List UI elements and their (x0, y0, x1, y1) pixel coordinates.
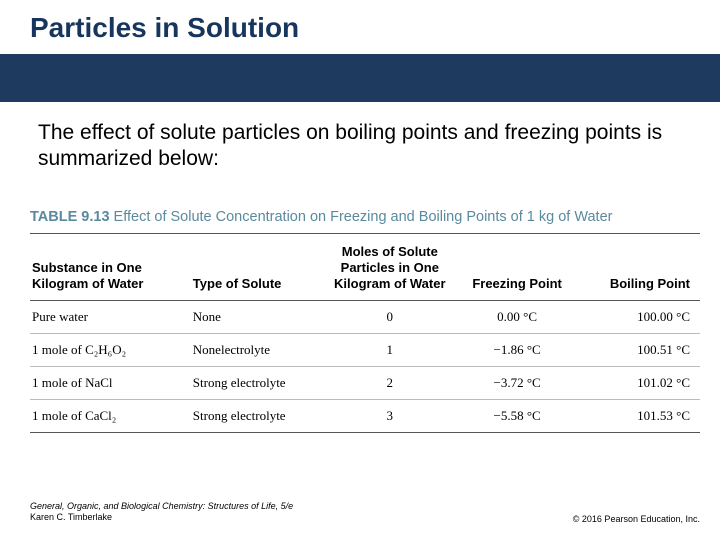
slide-footer: General, Organic, and Biological Chemist… (30, 501, 700, 524)
cell-boiling: 100.00 °C (579, 301, 700, 334)
cell-freezing: 0.00 °C (459, 301, 580, 334)
footer-book: General, Organic, and Biological Chemist… (30, 501, 293, 511)
cell-boiling: 101.02 °C (579, 367, 700, 400)
col-header-moles: Moles of Solute Particles in One Kilogra… (325, 234, 459, 301)
table-row: 1 mole of C₂H₆O₂ Nonelectrolyte 1 −1.86 … (30, 334, 700, 367)
title-bar (0, 54, 720, 102)
table-row: 1 mole of CaCl₂ Strong electrolyte 3 −5.… (30, 400, 700, 433)
intro-text: The effect of solute particles on boilin… (0, 102, 720, 173)
col-header-boiling: Boiling Point (579, 234, 700, 301)
table-header-row: Substance in One Kilogram of Water Type … (30, 234, 700, 301)
cell-moles: 2 (325, 367, 459, 400)
cell-substance: Pure water (30, 301, 191, 334)
table-row: Pure water None 0 0.00 °C 100.00 °C (30, 301, 700, 334)
cell-substance: 1 mole of CaCl₂ (30, 400, 191, 433)
footer-author: Karen C. Timberlake (30, 512, 112, 522)
table-region: TABLE 9.13 Effect of Solute Concentratio… (0, 173, 720, 434)
cell-freezing: −1.86 °C (459, 334, 580, 367)
col-header-substance: Substance in One Kilogram of Water (30, 234, 191, 301)
table-row: 1 mole of NaCl Strong electrolyte 2 −3.7… (30, 367, 700, 400)
table-caption-label: TABLE 9.13 (30, 209, 110, 225)
cell-boiling: 100.51 °C (579, 334, 700, 367)
footer-copyright: © 2016 Pearson Education, Inc. (573, 514, 700, 524)
cell-boiling: 101.53 °C (579, 400, 700, 433)
slide-title: Particles in Solution (0, 0, 720, 54)
cell-freezing: −3.72 °C (459, 367, 580, 400)
cell-substance: 1 mole of C₂H₆O₂ (30, 334, 191, 367)
cell-type: Strong electrolyte (191, 400, 325, 433)
cell-substance: 1 mole of NaCl (30, 367, 191, 400)
col-header-type: Type of Solute (191, 234, 325, 301)
solute-table: Substance in One Kilogram of Water Type … (30, 234, 700, 434)
cell-moles: 3 (325, 400, 459, 433)
cell-freezing: −5.58 °C (459, 400, 580, 433)
cell-type: None (191, 301, 325, 334)
cell-type: Nonelectrolyte (191, 334, 325, 367)
cell-moles: 0 (325, 301, 459, 334)
table-caption: TABLE 9.13 Effect of Solute Concentratio… (30, 209, 700, 231)
cell-type: Strong electrolyte (191, 367, 325, 400)
table-caption-text: Effect of Solute Concentration on Freezi… (114, 209, 613, 225)
col-header-freezing: Freezing Point (459, 234, 580, 301)
footer-left: General, Organic, and Biological Chemist… (30, 501, 293, 524)
cell-moles: 1 (325, 334, 459, 367)
